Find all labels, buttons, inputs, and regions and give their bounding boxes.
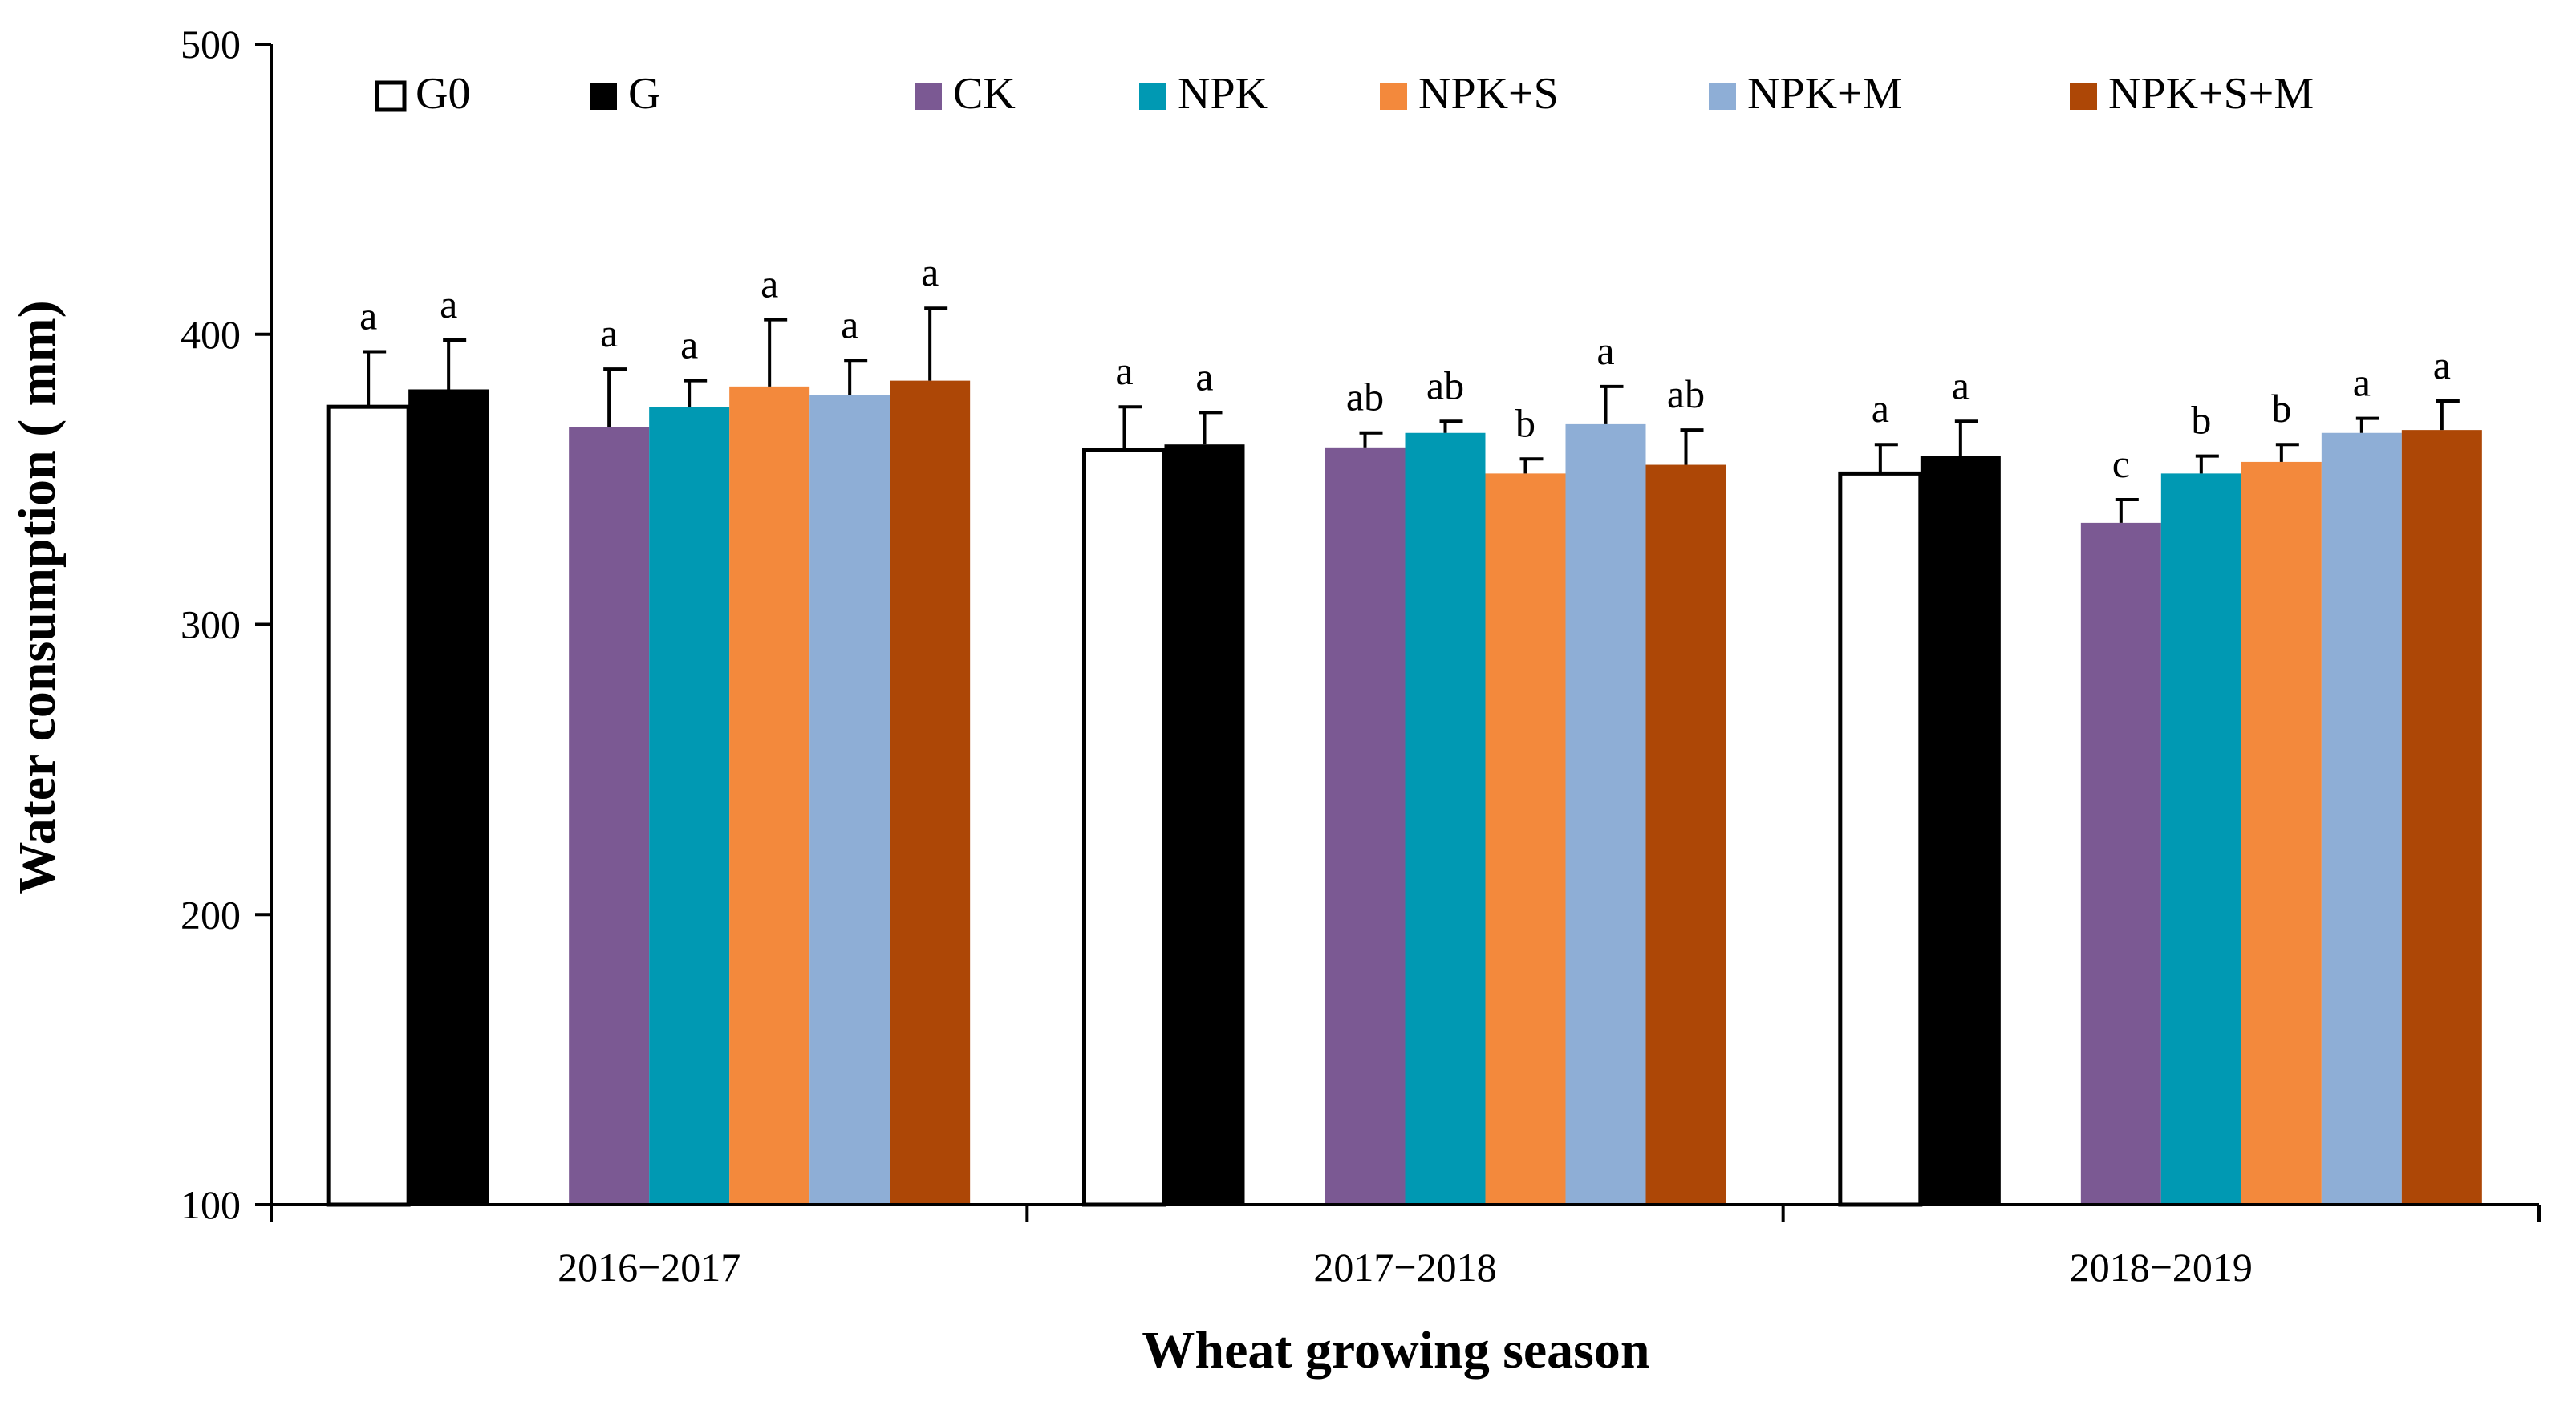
sig-label-g0-2: a <box>1872 386 1889 431</box>
x-tick-label-1: 2017−2018 <box>1313 1245 1496 1290</box>
sig-label-g-0: a <box>440 282 457 326</box>
legend-label-g: G <box>628 69 660 119</box>
sig-label-npk-plus-s-plus-m-1: ab <box>1667 371 1705 416</box>
sig-label-g0-1: a <box>1115 348 1133 393</box>
sig-label-ck-0: a <box>600 310 618 355</box>
legend-swatch-npk-plus-s-plus-m <box>2070 83 2097 110</box>
legend-swatch-npk-plus-m <box>1709 83 1736 110</box>
legend-label-npk-plus-s: NPK+S <box>1418 69 1559 119</box>
sig-label-npk-plus-s-plus-m-2: a <box>2433 342 2451 387</box>
legend: G0 G CK NPK NPK+S NPK+M NPK+S+M <box>375 69 2314 119</box>
legend-swatch-ck <box>915 83 942 110</box>
sig-label-g-1: a <box>1195 354 1213 399</box>
bar-g0-0 <box>326 404 411 1207</box>
sig-label-g0-0: a <box>359 293 377 338</box>
x-tick-label-0: 2016−2017 <box>558 1245 740 1290</box>
legend-swatch-npk <box>1139 83 1166 110</box>
bar-npk-plus-s-0 <box>729 386 810 1205</box>
sig-label-npk-plus-s-plus-m-0: a <box>921 249 939 294</box>
bars-group <box>326 380 2482 1207</box>
sig-label-npk-1: ab <box>1426 363 1464 407</box>
bar-ck-1 <box>1325 447 1406 1205</box>
bar-npk-plus-s-plus-m-1 <box>1645 464 1726 1205</box>
bar-npk-plus-s-2 <box>2241 461 2322 1205</box>
sig-label-g-2: a <box>1952 363 1970 407</box>
bar-g-0 <box>408 389 489 1205</box>
y-tick-label-3: 400 <box>181 312 241 357</box>
sig-label-ck-2: c <box>2112 441 2130 486</box>
sig-label-npk-2: b <box>2191 398 2211 443</box>
sig-label-npk-plus-m-2: a <box>2353 360 2371 405</box>
axes-group: 2016−2017 2017−2018 2018−2019 100 200 300 400 5… <box>181 22 2541 1290</box>
x-axis-title: Wheat growing season <box>1142 1321 1649 1380</box>
bar-g-2 <box>1920 456 2001 1205</box>
legend-label-g0: G0 <box>416 69 470 119</box>
bar-npk-0 <box>649 407 730 1205</box>
y-tick-label-0: 100 <box>181 1182 241 1227</box>
legend-label-npk-plus-m: NPK+M <box>1747 69 1902 119</box>
y-axis-title: Water consumption ( mm) <box>8 300 67 894</box>
bar-g0-1 <box>1082 448 1166 1207</box>
bar-g-1 <box>1164 444 1245 1205</box>
x-tick-label-2: 2018−2019 <box>2070 1245 2253 1290</box>
bar-npk-plus-m-2 <box>2321 432 2402 1205</box>
bar-npk-plus-s-plus-m-0 <box>890 380 971 1205</box>
y-tick-label-2: 300 <box>181 602 241 647</box>
sig-label-npk-plus-s-1: b <box>1515 400 1535 445</box>
y-tick-label-4: 500 <box>181 22 241 67</box>
bar-npk-plus-m-1 <box>1565 423 1646 1205</box>
sig-label-npk-plus-m-0: a <box>841 302 858 346</box>
legend-swatch-g <box>590 83 617 110</box>
legend-swatch-npk-plus-s <box>1380 83 1407 110</box>
bar-ck-2 <box>2080 522 2161 1205</box>
legend-label-npk-plus-s-plus-m: NPK+S+M <box>2108 69 2314 119</box>
legend-swatch-g0 <box>375 80 407 112</box>
bar-g0-2 <box>1838 471 1923 1207</box>
error-bars-group <box>363 306 2460 523</box>
bar-npk-plus-m-0 <box>809 395 890 1205</box>
bar-npk-plus-s-plus-m-2 <box>2401 430 2482 1205</box>
bar-ck-0 <box>569 427 650 1205</box>
sig-label-npk-plus-m-1: a <box>1596 328 1614 373</box>
sig-label-npk-plus-s-2: b <box>2271 386 2291 431</box>
bar-npk-1 <box>1405 432 1486 1205</box>
legend-label-npk: NPK <box>1178 69 1268 119</box>
sig-label-npk-plus-s-0: a <box>761 261 778 306</box>
legend-label-ck: CK <box>953 69 1016 119</box>
y-tick-label-1: 200 <box>181 892 241 937</box>
bar-npk-2 <box>2160 473 2241 1205</box>
sig-label-ck-1: ab <box>1346 375 1384 419</box>
sig-label-npk-0: a <box>680 322 698 367</box>
bar-npk-plus-s-1 <box>1485 473 1566 1205</box>
